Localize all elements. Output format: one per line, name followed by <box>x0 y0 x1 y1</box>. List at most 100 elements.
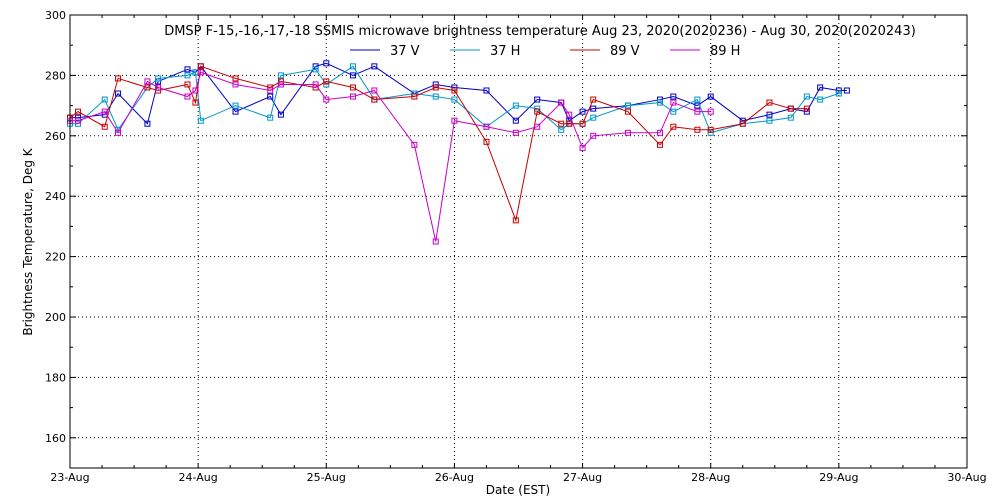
data-point <box>590 114 597 121</box>
data-point <box>411 141 418 148</box>
data-point <box>115 90 122 97</box>
ticks: 23-Aug 24-Aug 25-Aug 26-Aug 27-Aug 28-Aug 29-A… <box>45 9 987 484</box>
data-point <box>323 78 330 85</box>
data-point <box>323 96 330 103</box>
series-layer <box>67 60 850 245</box>
data-point <box>451 84 458 91</box>
data-point <box>75 117 82 124</box>
data-point <box>534 96 541 103</box>
legend-label: 37 H <box>490 44 520 59</box>
series-89-v <box>67 63 810 224</box>
series-line <box>70 65 840 134</box>
x-tick-label: 28-Aug <box>691 471 730 484</box>
grid <box>70 15 967 468</box>
data-point <box>432 238 439 245</box>
data-point <box>184 66 191 73</box>
data-point <box>787 105 794 112</box>
data-point <box>144 78 151 85</box>
data-point <box>144 120 151 127</box>
data-point <box>707 93 714 100</box>
y-axis-title: Brightness Temperature, Deg K <box>21 147 35 335</box>
data-point <box>579 108 586 115</box>
y-tick-label: 180 <box>45 371 66 384</box>
data-point <box>558 120 565 127</box>
data-point <box>579 120 586 127</box>
series-line <box>70 71 711 242</box>
data-point <box>787 114 794 121</box>
data-point <box>766 117 773 124</box>
data-point <box>232 75 239 82</box>
data-point <box>512 129 519 136</box>
data-point <box>566 120 573 127</box>
data-point <box>656 129 663 136</box>
data-point <box>155 75 162 82</box>
data-point <box>115 129 122 136</box>
series-89-h <box>67 69 714 245</box>
data-point <box>817 96 824 103</box>
data-point <box>267 93 274 100</box>
x-axis-title: Date (EST) <box>486 483 550 497</box>
data-point <box>534 108 541 115</box>
data-point <box>670 99 677 106</box>
y-tick-label: 220 <box>45 251 66 264</box>
data-point <box>349 84 356 91</box>
data-point <box>558 99 565 106</box>
data-point <box>624 102 631 109</box>
chart-title: DMSP F-15,-16,-17,-18 SSMIS microwave br… <box>164 24 916 39</box>
y-tick-label: 300 <box>45 9 66 22</box>
data-point <box>694 108 701 115</box>
data-point <box>656 96 663 103</box>
data-point <box>232 108 239 115</box>
data-point <box>707 108 714 115</box>
data-point <box>277 81 284 88</box>
data-point <box>411 93 418 100</box>
data-point <box>197 69 204 76</box>
y-tick-label: 160 <box>45 432 66 445</box>
data-point <box>349 63 356 70</box>
y-tick-label: 240 <box>45 190 66 203</box>
data-point <box>656 99 663 106</box>
data-point <box>483 138 490 145</box>
x-tick-label: 24-Aug <box>179 471 218 484</box>
data-point <box>707 129 714 136</box>
data-point <box>670 108 677 115</box>
data-point <box>101 108 108 115</box>
data-point <box>232 102 239 109</box>
legend-label: 89 H <box>710 44 740 59</box>
data-point <box>115 75 122 82</box>
data-point <box>75 108 82 115</box>
data-point <box>803 93 810 100</box>
data-point <box>512 102 519 109</box>
data-point <box>349 93 356 100</box>
data-point <box>590 132 597 139</box>
data-point <box>371 87 378 94</box>
data-point <box>590 96 597 103</box>
data-point <box>483 123 490 130</box>
data-point <box>451 117 458 124</box>
data-point <box>656 141 663 148</box>
data-point <box>371 96 378 103</box>
data-point <box>843 87 850 94</box>
data-point <box>670 123 677 130</box>
data-point <box>277 111 284 118</box>
data-point <box>277 78 284 85</box>
data-point <box>101 123 108 130</box>
data-point <box>534 123 541 130</box>
data-point <box>766 111 773 118</box>
data-point <box>267 87 274 94</box>
data-point <box>197 63 204 70</box>
data-point <box>817 84 824 91</box>
data-point <box>371 63 378 70</box>
data-point <box>184 81 191 88</box>
data-point <box>483 87 490 94</box>
data-point <box>803 105 810 112</box>
data-point <box>835 90 842 97</box>
data-point <box>670 93 677 100</box>
series-line <box>70 62 847 125</box>
y-tick-label: 200 <box>45 311 66 324</box>
data-point <box>232 81 239 88</box>
data-point <box>192 87 199 94</box>
data-point <box>432 93 439 100</box>
data-point <box>766 99 773 106</box>
data-point <box>512 117 519 124</box>
